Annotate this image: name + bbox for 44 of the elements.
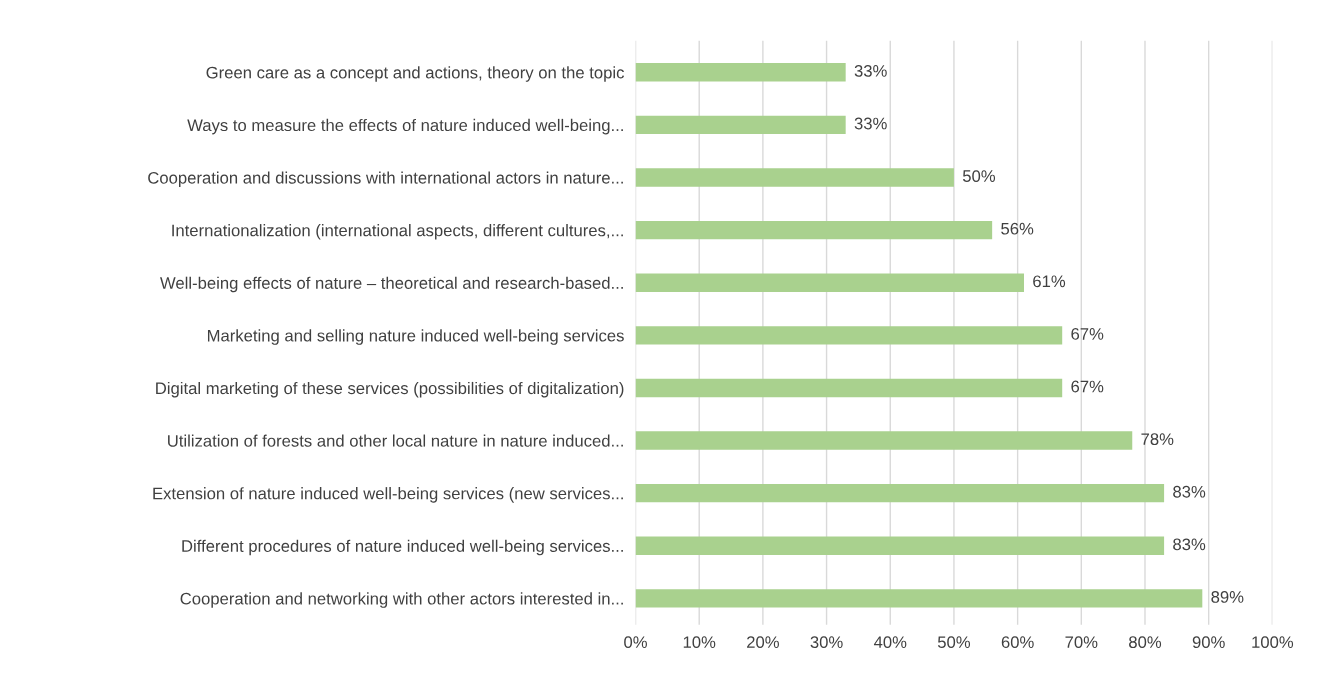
x-tick-label: 10% [683,636,716,649]
x-tick-label: 20% [747,636,779,649]
data-label: 33% [854,64,887,77]
bar [635,273,1024,292]
data-label: 56% [1001,222,1034,235]
bar [635,483,1165,503]
bar [635,115,846,135]
data-label: 89% [1211,591,1244,603]
y-tick-label: Green care as a concept and actions, theory on the topic [206,66,624,82]
x-tick-label: 50% [937,636,971,649]
data-label: 61% [1033,275,1066,288]
data-label: 50% [962,170,996,182]
bar [635,326,1063,345]
x-tick-label: 100% [1252,636,1294,649]
bar [635,589,1203,608]
y-tick-label: Different procedures of nature induced well-being services... [182,539,623,556]
y-tick-label: Well-being effects of nature – theoretical and research-based... [160,276,623,293]
data-label: 78% [1141,433,1174,446]
x-tick-label: 70% [1065,636,1098,649]
bar [635,536,1165,555]
y-tick-label: Marketing and selling nature induced well-being services [207,329,624,345]
bar [635,378,1063,398]
x-tick-label: 60% [1001,636,1034,649]
x-tick-label: 0% [624,636,647,649]
data-label: 67% [1071,328,1104,340]
bar [635,431,1133,450]
y-tick-label: Cooperation and discussions with international actors in nature... [148,171,623,188]
data-label: 83% [1173,485,1206,498]
x-tick-label: 40% [873,636,907,649]
x-tick-label: 80% [1129,636,1162,649]
data-label: 83% [1173,538,1206,551]
y-tick-label: Cooperation and networking with other actors interested in... [180,592,623,608]
bar [635,220,993,240]
x-tick-label: 90% [1192,636,1225,649]
y-tick-label: Digital marketing of these services (possibilities of digitalization) [156,381,624,398]
y-tick-label: Ways to measure the effects of nature induced well-being... [187,118,623,135]
data-label: 33% [854,117,887,130]
bar [635,168,954,187]
y-tick-label: Utilization of forests and other local nature in nature induced... [168,434,623,447]
x-tick-label: 30% [810,636,843,649]
bar [635,63,846,82]
data-label: 67% [1071,380,1104,393]
y-tick-label: Internationalization (international aspects, different cultures,... [172,224,623,240]
y-tick-label: Extension of nature induced well-being services (new services... [153,487,623,503]
